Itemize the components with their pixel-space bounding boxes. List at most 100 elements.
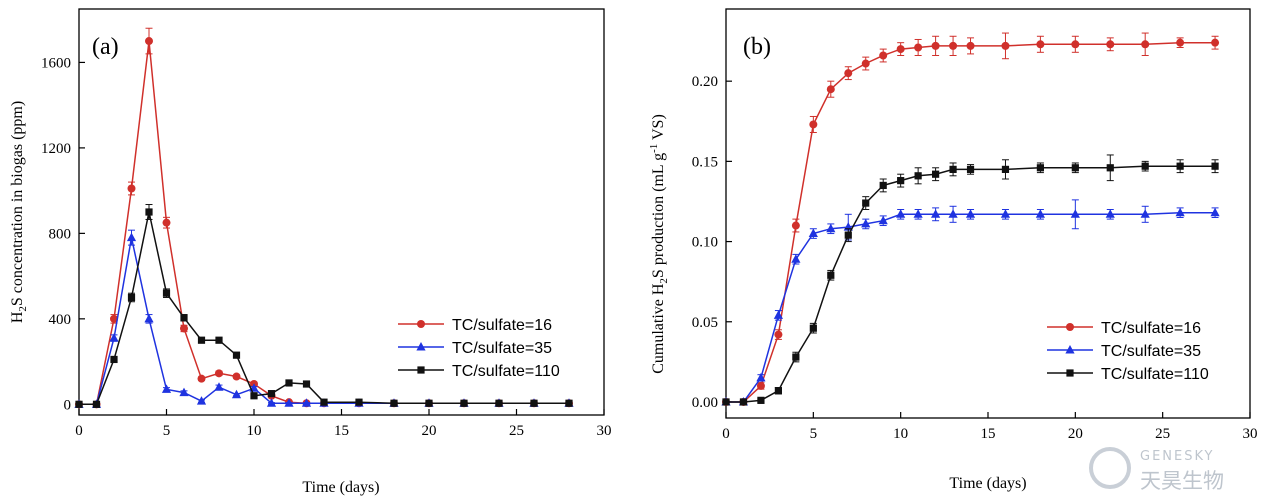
panel-b-series-line [726,211,1216,403]
panel-b-data-point [1140,209,1150,218]
panel-b-data-point [1035,209,1045,218]
panel-a-data-point [284,398,294,407]
panel-a-data-point [110,355,118,364]
panel-a-legend-label: TC/sulfate=35 [452,340,552,357]
panel-b-data-point [809,120,818,129]
watermark-logo-icon [1089,447,1131,489]
panel-a-data-point [460,399,468,407]
panel-b-y-title-part: Cumulative H [650,283,667,374]
panel-a-y-axis-title: H2S concentration in biogas (ppm) [9,101,29,323]
panel-b-data-point [896,209,906,218]
panel-b-data-point [808,228,818,238]
panel-b-data-point [949,165,957,173]
panel-b-data-point [1070,209,1080,218]
panel-b-data-point [1141,40,1150,49]
panel-a-x-tick-label: 20 [422,423,437,439]
panel-b-legend: TC/sulfate=16 TC/sulfate=35 TC/sulfate=110 [1047,320,1209,383]
panel-b-data-point [1176,38,1185,47]
panel-b-data-point [791,254,801,263]
panel-b-data-point [896,45,905,54]
panel-a-data-point [179,387,189,397]
panel-b-legend-marker [1065,345,1075,354]
panel-a-data-point [214,382,224,391]
panel-b-data-point [932,170,940,178]
panel-a-data-point [127,184,136,193]
panel-b-y-tick-label: 0.20 [692,74,718,90]
panel-b-series-line [726,41,1216,403]
panel-b-data-point [757,396,765,404]
panel-b-data-point [1210,207,1220,217]
panel-b-data-point [1175,207,1185,217]
panel-b-data-point [773,310,783,319]
panel-a-data-point [232,372,241,381]
panel-a-data-point [126,232,137,242]
panel-b-x-tick-label: 5 [810,426,818,442]
panel-a-data-point [302,380,311,388]
panel-b-data-point [756,372,766,382]
panel-b-ticks: 0 5 10 15 20 25 30 0.00 0.05 0.10 0.15 0.20 [692,74,1258,442]
panel-b-x-tick-label: 30 [1243,426,1258,442]
panel-a-data-point [75,400,83,408]
panel-a-x-tick-label: 10 [247,423,262,439]
panel-a-data-point [109,333,119,342]
panel-a-y-tick-label: 1200 [41,141,71,157]
panel-a-x-axis-title: Time (days) [302,479,379,496]
panel-a-data-point [197,374,206,383]
panel-b-data-point [913,209,923,218]
panel-a-y-title-subscript: 2 [17,306,29,312]
panel-a-label: (a) [92,34,119,60]
panel-b-data-point [879,181,887,190]
panel-a-legend-marker [416,342,426,351]
panel-a-data-point [197,336,206,344]
panel-b-legend-label: TC/sulfate=110 [1101,366,1209,383]
panel-b-data-point [1106,164,1114,172]
panel-a-data-point [215,336,223,344]
panel-a-data-point [92,400,101,408]
panel-b-label: (b) [743,34,771,60]
panel-b-data-point [914,43,923,52]
panel-b-data-point [879,51,888,60]
panel-a-data-point [110,314,118,323]
panel-a-data-point [266,398,277,407]
panel-a-data-point [215,369,223,378]
panel-b-data-point [844,231,852,239]
panel-a-data-point [162,289,171,297]
panel-b-data-point [739,398,748,406]
panel-a-y-tick-label: 1600 [41,55,71,71]
panel-a-data-point [301,398,312,407]
watermark-cjk: 天昊生物 [1140,469,1224,493]
panel-b-data-point [774,387,782,395]
panel-b-data-point [1000,209,1011,218]
panel-a-x-tick-label: 15 [334,423,349,439]
panel-b-data-point [756,381,765,390]
panel-b-y-title-part: S production (mL g [650,153,667,278]
panel-a-x-tick-label: 0 [75,423,83,439]
panel-a-data-point [320,398,328,406]
panel-a-legend-label: TC/sulfate=16 [452,317,552,334]
panel-a-x-tick-label: 5 [163,423,171,439]
panel-a-data-point [196,396,207,405]
panel-b-data-point [1001,41,1010,50]
panel-b-y-tick-label: 0.15 [692,154,718,170]
panel-a-data-point [145,37,153,46]
panel-a-y-title-part: S concentration in biogas (ppm) [9,101,26,306]
panel-b-data-point [965,209,976,218]
panel-b-series [721,32,1220,406]
panel-b-data-point [949,41,958,50]
panel-a-legend-marker [417,366,425,374]
panel-b-x-tick-label: 10 [893,426,908,442]
panel-b-data-point [826,223,836,233]
panel-b-chart: 0 5 10 15 20 25 30 0.00 0.05 0.10 0.15 0.20 (b) Tim… [648,8,1258,492]
panel-b-data-point [826,85,835,94]
panel-b-data-point [1141,162,1149,170]
panel-b-data-point [792,353,800,361]
panel-b-legend-label: TC/sulfate=35 [1101,343,1201,360]
panel-b-data-point [966,41,975,50]
panel-a-data-point [267,390,276,398]
panel-a-data-point [390,399,398,407]
panel-b-data-point [1211,38,1220,47]
panel-b-data-point [861,218,871,228]
panel-b-data-point [809,324,817,332]
panel-a-data-point [495,399,503,407]
